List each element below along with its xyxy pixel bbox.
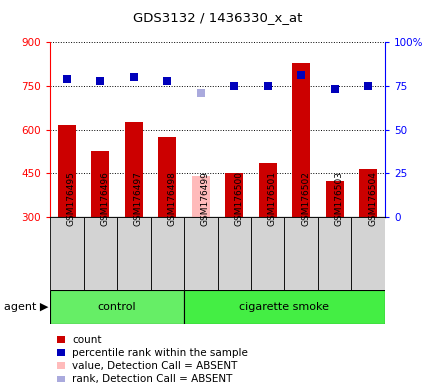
Text: GSM176496: GSM176496 <box>100 171 109 226</box>
Bar <box>124 122 143 217</box>
Point <box>297 72 304 78</box>
Point <box>264 83 271 89</box>
Point <box>331 86 338 93</box>
Point <box>230 83 237 89</box>
Bar <box>57 125 76 217</box>
Bar <box>83 217 117 290</box>
Bar <box>50 217 83 290</box>
Text: count: count <box>72 335 101 345</box>
Bar <box>224 173 243 217</box>
Bar <box>351 217 384 290</box>
Text: control: control <box>98 302 136 312</box>
Bar <box>317 217 351 290</box>
Bar <box>291 63 310 217</box>
Bar <box>325 180 343 217</box>
Text: rank, Detection Call = ABSENT: rank, Detection Call = ABSENT <box>72 374 232 384</box>
Point <box>97 78 104 84</box>
Point <box>164 78 171 84</box>
Bar <box>191 176 210 217</box>
Text: GSM176499: GSM176499 <box>201 171 209 226</box>
Bar <box>158 137 176 217</box>
Bar <box>284 217 317 290</box>
Bar <box>91 151 109 217</box>
Bar <box>250 217 284 290</box>
Text: agent ▶: agent ▶ <box>4 302 49 312</box>
Text: GSM176498: GSM176498 <box>167 171 176 226</box>
Text: GSM176501: GSM176501 <box>267 171 276 226</box>
Text: cigarette smoke: cigarette smoke <box>239 302 329 312</box>
Text: GSM176495: GSM176495 <box>67 171 76 226</box>
Bar <box>184 217 217 290</box>
Text: GSM176503: GSM176503 <box>334 171 343 226</box>
Bar <box>184 290 384 324</box>
Text: percentile rank within the sample: percentile rank within the sample <box>72 348 247 358</box>
Bar <box>117 217 150 290</box>
Text: value, Detection Call = ABSENT: value, Detection Call = ABSENT <box>72 361 237 371</box>
Bar <box>217 217 250 290</box>
Point <box>130 74 137 80</box>
Text: GSM176500: GSM176500 <box>234 171 243 226</box>
Point <box>364 83 371 89</box>
Text: GSM176502: GSM176502 <box>300 171 309 226</box>
Text: GSM176497: GSM176497 <box>134 171 142 226</box>
Text: GDS3132 / 1436330_x_at: GDS3132 / 1436330_x_at <box>132 12 302 25</box>
Bar <box>150 217 184 290</box>
Text: GSM176504: GSM176504 <box>367 171 376 226</box>
Point <box>63 76 70 82</box>
Point <box>197 90 204 96</box>
Bar <box>358 169 377 217</box>
Bar <box>258 162 276 217</box>
Bar <box>50 290 184 324</box>
